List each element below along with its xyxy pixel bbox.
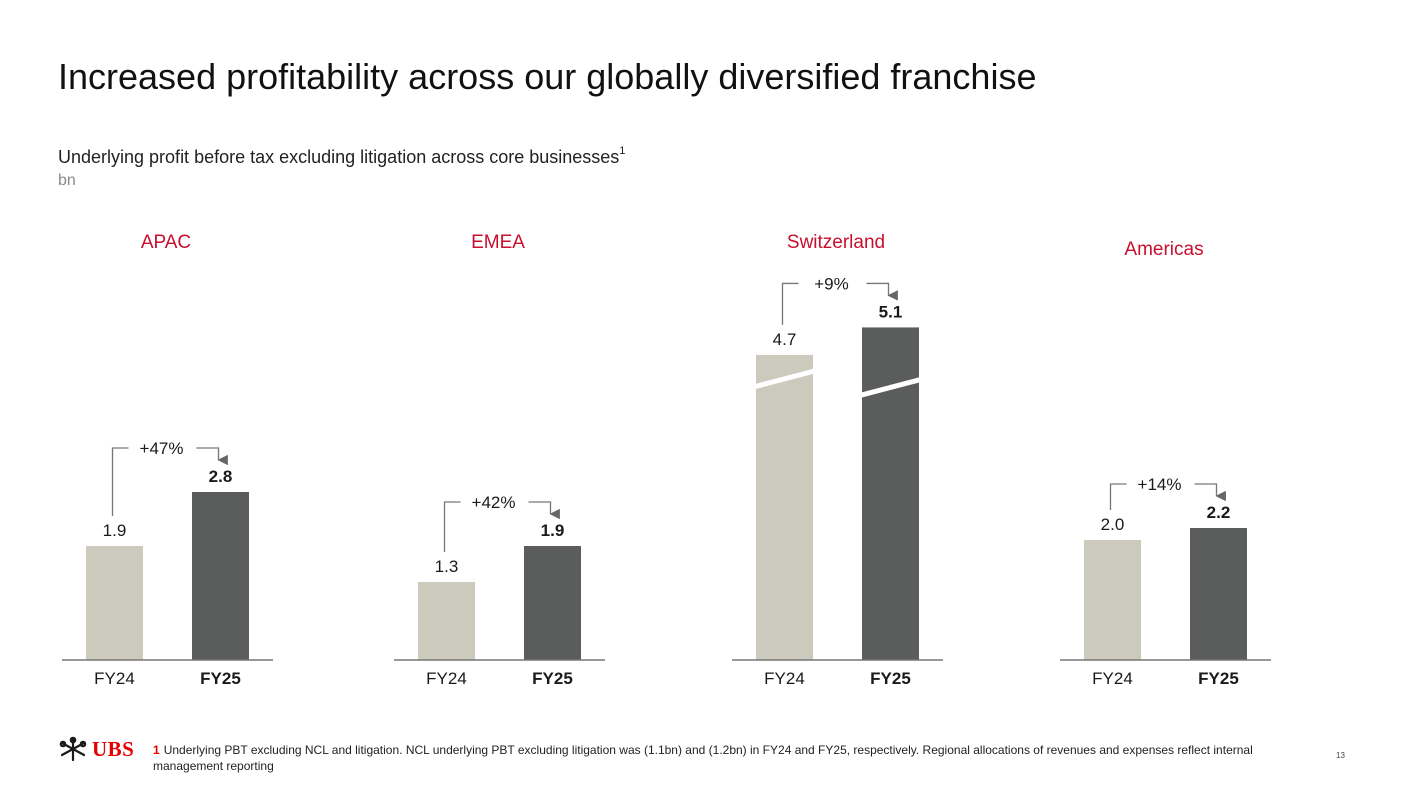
change-bracket-right-americas bbox=[1194, 483, 1226, 502]
axis-break-switzerland-fy25 bbox=[859, 377, 922, 398]
ubs-logo: UBS bbox=[58, 736, 134, 762]
value-label-emea-fy24: 1.3 bbox=[435, 557, 459, 576]
chart-group-americas bbox=[1060, 483, 1271, 661]
value-label-switzerland-fy25: 5.1 bbox=[879, 302, 903, 321]
category-label-apac-fy24: FY24 bbox=[94, 669, 135, 688]
chart-group-apac bbox=[62, 447, 273, 661]
change-bracket-right-switzerland bbox=[866, 282, 898, 301]
value-label-apac-fy25: 2.8 bbox=[209, 467, 233, 486]
page-title: Increased profitability across our globa… bbox=[58, 56, 1037, 97]
region-title-apac: APAC bbox=[141, 232, 191, 253]
value-label-americas-fy24: 2.0 bbox=[1101, 515, 1125, 534]
keys-icon bbox=[59, 736, 87, 762]
category-label-emea-fy24: FY24 bbox=[426, 669, 467, 688]
category-label-emea-fy25: FY25 bbox=[532, 669, 573, 688]
axis-break-switzerland-fy24 bbox=[753, 368, 816, 390]
footnote-number: 1 bbox=[153, 743, 160, 757]
category-label-americas-fy25: FY25 bbox=[1198, 669, 1239, 688]
bar-emea-fy25 bbox=[524, 546, 581, 660]
bar-americas-fy25 bbox=[1190, 528, 1247, 660]
change-label-switzerland: +9% bbox=[814, 274, 849, 293]
change-bracket-right-emea bbox=[528, 501, 560, 520]
bar-americas-fy24 bbox=[1084, 540, 1141, 660]
value-label-americas-fy25: 2.2 bbox=[1207, 503, 1231, 522]
category-label-americas-fy24: FY24 bbox=[1092, 669, 1133, 688]
change-bracket-left-americas bbox=[1109, 483, 1127, 510]
change-bracket-left-emea bbox=[443, 501, 461, 552]
subtitle-text: Underlying profit before tax excluding l… bbox=[58, 147, 620, 167]
value-label-apac-fy24: 1.9 bbox=[103, 521, 127, 540]
chart-group-emea bbox=[394, 501, 605, 661]
region-title-americas: Americas bbox=[1124, 239, 1203, 260]
ubs-logo-text: UBS bbox=[92, 736, 135, 761]
footnote-text: Underlying PBT excluding NCL and litigat… bbox=[153, 743, 1253, 773]
change-label-americas: +14% bbox=[1138, 475, 1182, 494]
change-bracket-right-apac bbox=[196, 447, 228, 466]
value-label-switzerland-fy24: 4.7 bbox=[773, 330, 797, 349]
footnote: 1 Underlying PBT excluding NCL and litiga… bbox=[153, 742, 1323, 774]
category-label-apac-fy25: FY25 bbox=[200, 669, 241, 688]
bar-apac-fy24 bbox=[86, 546, 143, 660]
bar-switzerland-fy24 bbox=[756, 354, 813, 660]
change-label-apac: +47% bbox=[140, 439, 184, 458]
region-title-switzerland: Switzerland bbox=[787, 232, 885, 253]
chart-group-switzerland bbox=[732, 282, 943, 661]
bar-switzerland-fy25 bbox=[862, 327, 919, 660]
charts-area: APAC 1.9 2.8 +47% FY24 FY25 EMEA 1.3 1.9 +42% FY24… bbox=[62, 232, 1271, 688]
category-label-switzerland-fy24: FY24 bbox=[764, 669, 805, 688]
subtitle-footnote-mark: 1 bbox=[619, 145, 626, 157]
bar-apac-fy25 bbox=[192, 492, 249, 660]
bar-emea-fy24 bbox=[418, 582, 475, 660]
value-label-emea-fy25: 1.9 bbox=[541, 521, 565, 540]
unit-label: bn bbox=[58, 172, 76, 189]
change-label-emea: +42% bbox=[472, 493, 516, 512]
page-number: 13 bbox=[1336, 751, 1345, 760]
chart-subtitle: Underlying profit before tax excluding l… bbox=[58, 145, 626, 168]
change-bracket-left-switzerland bbox=[781, 282, 799, 325]
category-label-switzerland-fy25: FY25 bbox=[870, 669, 911, 688]
region-title-emea: EMEA bbox=[471, 232, 525, 253]
change-bracket-left-apac bbox=[111, 447, 129, 516]
